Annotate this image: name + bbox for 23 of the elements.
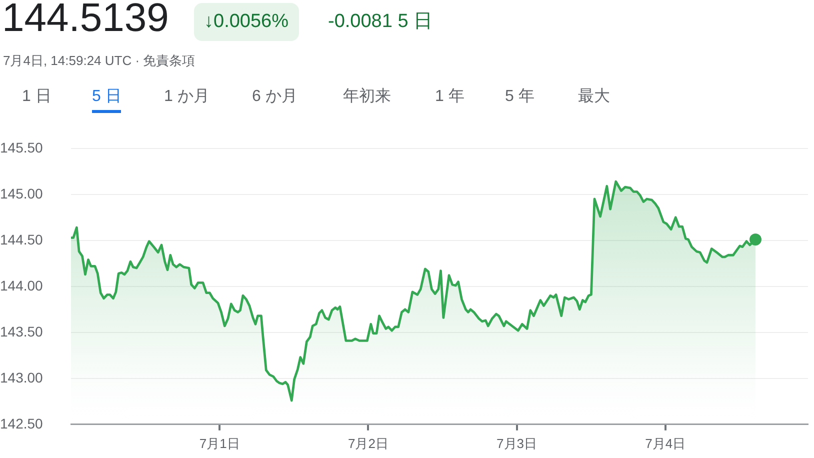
- text: 1 年: [435, 87, 464, 107]
- text: 6 か月: [252, 87, 298, 107]
- y-tick-label: 144.00: [0, 277, 44, 294]
- y-tick-label: 142.50: [0, 415, 44, 432]
- text: 年初来: [343, 86, 391, 107]
- chart-title: 144.5139: [2, 0, 169, 41]
- text: 5 年: [505, 87, 534, 107]
- text: 5 日: [92, 86, 122, 113]
- text: ↓0.0056%: [194, 3, 299, 41]
- chart-subtitle: 7月4日, 14:59:24 UTC · 免責条項: [3, 52, 196, 70]
- y-tick-label: 145.50: [0, 139, 44, 156]
- text: 1 日: [22, 87, 52, 107]
- x-tick-label: 7月2日: [348, 436, 388, 451]
- x-tick-label: 7月3日: [496, 436, 538, 451]
- text: 1 か月: [164, 87, 210, 107]
- y-tick-label: 144.50: [0, 231, 44, 248]
- x-tick-label: 7月4日: [645, 436, 686, 451]
- y-tick-label: 143.50: [0, 323, 44, 340]
- y-tick-label: 143.00: [0, 369, 44, 386]
- text: -0.0081 5 日: [328, 10, 433, 34]
- text: 最大: [578, 86, 610, 107]
- x-tick-label: 7月1日: [199, 436, 240, 451]
- y-tick-label: 145.00: [0, 185, 44, 202]
